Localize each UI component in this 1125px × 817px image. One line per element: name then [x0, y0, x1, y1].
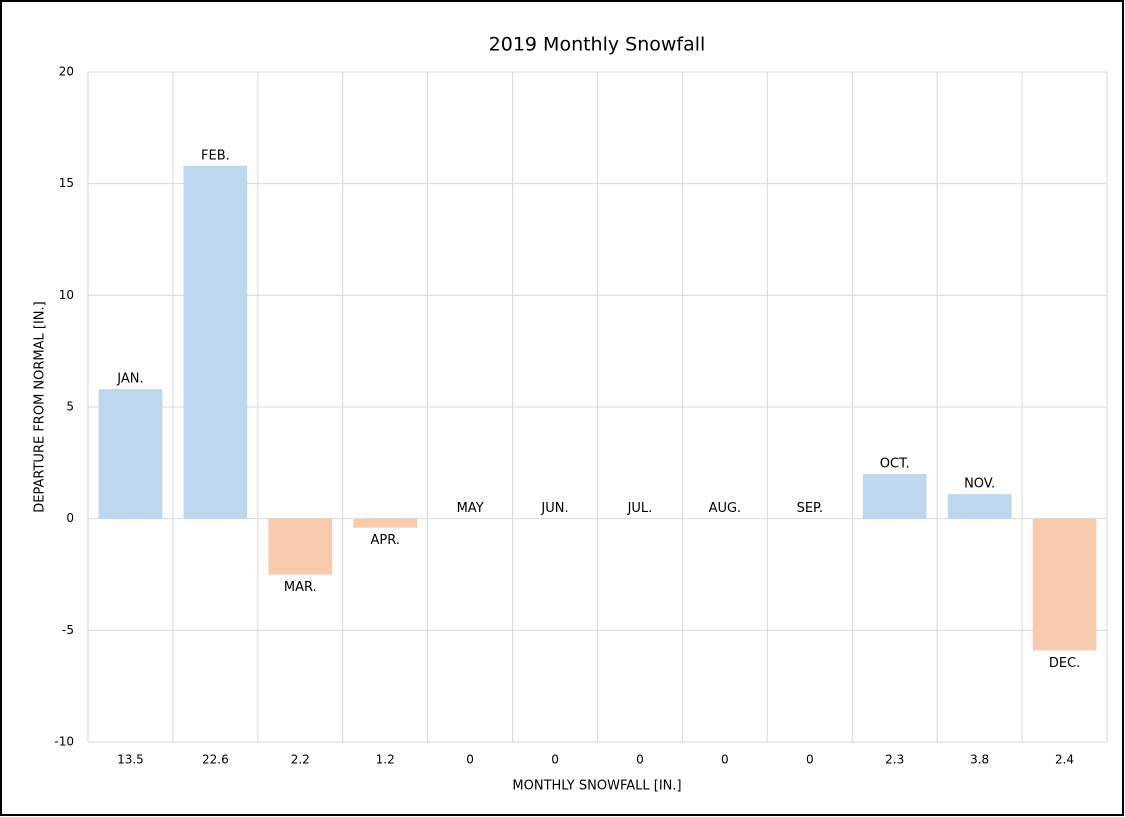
bar [862, 474, 927, 519]
x-tick-label: 2.4 [1055, 753, 1074, 767]
bar-label: MAR. [284, 580, 317, 595]
y-tick-label: 0 [66, 511, 74, 525]
bar-label: DEC. [1049, 656, 1080, 671]
x-tick-label: 0 [551, 753, 559, 767]
x-tick-label: 2.2 [291, 753, 310, 767]
x-tick-label: 0 [636, 753, 644, 767]
x-tick-label: 1.2 [376, 753, 395, 767]
y-tick-label: 10 [59, 288, 74, 302]
y-tick-label: -5 [62, 623, 74, 637]
y-axis-label: DEPARTURE FROM NORMAL [IN.] [33, 301, 48, 512]
bar-label: SEP. [797, 501, 823, 516]
bar [183, 165, 248, 519]
x-tick-label: 0 [721, 753, 729, 767]
y-tick-label: 15 [59, 176, 74, 190]
bar [268, 518, 333, 575]
y-tick-label: -10 [54, 735, 74, 749]
x-tick-label: 0 [806, 753, 814, 767]
bar-label: FEB. [201, 148, 230, 163]
bar-label: NOV. [964, 477, 995, 492]
x-tick-label: 0 [466, 753, 474, 767]
bar-label: JAN. [116, 372, 143, 387]
bar [353, 518, 418, 528]
y-tick-label: 20 [59, 65, 74, 79]
bar-label: OCT. [880, 457, 910, 472]
x-axis-label: MONTHLY SNOWFALL [IN.] [512, 779, 681, 794]
bar-label: AUG. [709, 501, 742, 516]
bar-label: JUL. [627, 501, 653, 516]
y-tick-label: 5 [66, 400, 74, 414]
bar [98, 389, 163, 519]
bar [947, 494, 1012, 519]
x-tick-label: 3.8 [970, 753, 989, 767]
chart-title: 2019 Monthly Snowfall [489, 34, 706, 56]
bar [1032, 518, 1097, 651]
bar-label: JUN. [540, 501, 568, 516]
bar-label: MAY [457, 501, 484, 516]
bar-label: APR. [370, 533, 399, 548]
x-tick-label: 2.3 [885, 753, 904, 767]
x-tick-label: 13.5 [117, 753, 144, 767]
x-tick-label: 22.6 [202, 753, 229, 767]
